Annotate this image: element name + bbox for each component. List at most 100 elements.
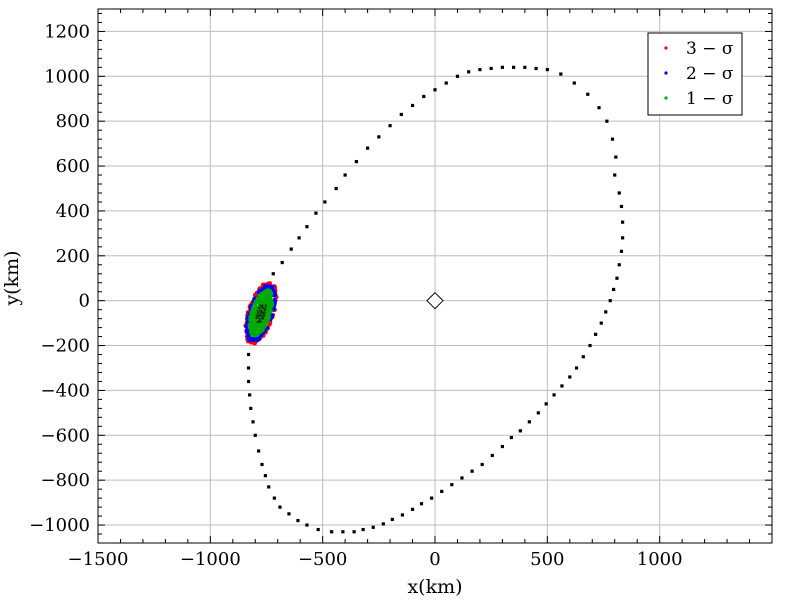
orbit-point [280,260,284,265]
x-tick-label: 0 [429,549,440,570]
orbit-point [267,485,271,489]
orbit-point [615,276,619,280]
cloud-core-point [264,304,267,307]
center-marker-group [426,291,444,310]
orbit-point [352,530,356,534]
orbit-point [610,137,615,141]
orbit-point [433,88,437,92]
orbit-point [619,249,624,253]
orbit-point [341,530,345,534]
orbit-point [287,512,291,516]
legend-marker-2sigma [664,71,668,75]
orbit-point [343,173,347,177]
cloud-point-1sigma [270,300,274,304]
cloud-point-2sigma [270,284,275,290]
orbit-point [460,476,464,480]
orbit-point [588,343,592,348]
x-tick-label: −1000 [180,549,241,570]
legend-label-1sigma: 1 − σ [686,89,734,109]
cloud-point-1sigma [255,301,259,305]
orbit-point [354,159,358,164]
cloud-point-1sigma [269,291,273,295]
orbit-point [455,74,460,78]
orbit-point [470,469,474,473]
y-axis-title: y(km) [1,250,23,306]
cloud-core-point [261,305,264,308]
center-diamond [426,291,444,310]
orbit-point [572,81,576,85]
x-tick-label: −500 [298,549,347,570]
cloud-point-1sigma [251,318,255,322]
y-tick-label: −400 [41,380,90,401]
x-tick-label: −1500 [68,549,129,570]
y-tick-label: 1200 [44,21,90,42]
orbit-point [552,393,556,397]
cloud-core-point [258,318,261,321]
orbit-point [544,402,548,406]
y-tick-label: 600 [56,156,90,177]
cloud-core-point [257,314,260,317]
orbit-point [366,146,370,150]
cloud-point-1sigma [270,304,274,308]
orbit-point [272,496,276,500]
orbit-point [509,435,513,440]
orbit-point [620,236,625,240]
cloud-point-2sigma [269,313,275,319]
orbit-point [371,525,375,529]
cloud-point-1sigma [267,288,271,292]
orbit-point [271,272,275,276]
orbit-point [612,287,616,292]
cloud-point-1sigma [264,317,268,321]
legend-box [647,32,743,116]
y-tick-label: 200 [56,246,90,267]
orbit-point [296,518,300,523]
orbit-point [444,81,448,85]
cloud-core-point [263,307,266,310]
orbit-point [545,67,549,72]
cloud-core-point [263,309,266,312]
legend-marker-1sigma [664,96,668,100]
cloud-core-point [264,306,267,309]
orbit-point [410,103,415,108]
cloud-core-point [258,306,261,309]
orbit-point [500,65,504,69]
cloud-core-point [262,314,265,317]
cloud-point-1sigma [248,318,252,322]
orbit-point [278,505,282,509]
orbit-point [246,379,251,384]
cloud-point-1sigma [262,291,266,295]
orbit-point [419,502,424,506]
orbit-point [560,384,564,388]
orbit-point [620,220,625,224]
cloud-point-1sigma [266,295,270,299]
orbit-point [430,496,434,500]
orbit-point [594,332,598,336]
cloud-core-point [256,317,259,320]
y-tick-label: 1000 [44,66,90,87]
orbit-point [263,474,267,478]
cloud-core-point [259,320,262,323]
y-tick-label: 0 [79,291,90,312]
orbit-point [518,429,522,433]
orbit-point [604,310,608,314]
cloud-point-3sigma [252,341,257,346]
y-tick-label: −1000 [29,515,90,536]
orbit-point [361,527,365,532]
cloud-point-1sigma [252,326,256,330]
cloud-core-point [260,310,263,313]
legend-label-3sigma: 3 − σ [686,39,734,59]
orbit-point [316,527,320,532]
cloud-point-2sigma [255,337,260,343]
legend: 3 − σ 2 − σ 1 − σ [647,32,743,116]
orbit-point [253,433,257,437]
cloud-point-1sigma [258,326,262,330]
cloud-point-2sigma [272,297,278,303]
orbit-point [390,517,394,522]
orbit-point [450,483,454,487]
orbit-point [599,321,603,325]
x-axis-title: x(km) [407,576,462,598]
cloud-point-1sigma [258,293,262,297]
cloud-point-1sigma [258,296,262,300]
cloud-point-2sigma [266,284,271,290]
